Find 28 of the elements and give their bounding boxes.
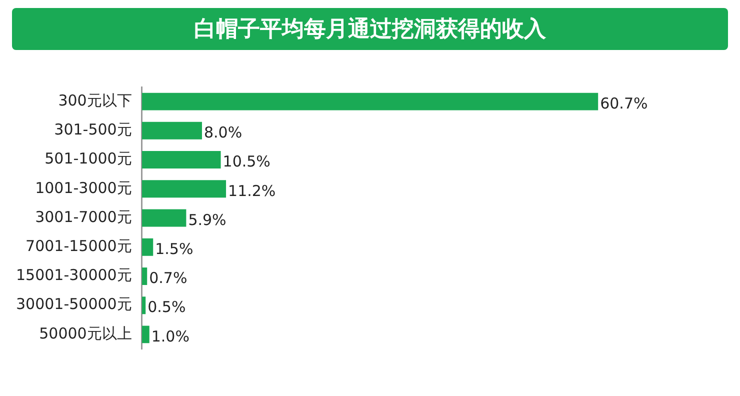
data-label: 5.9% <box>188 210 226 229</box>
data-label: 8.0% <box>204 124 242 142</box>
data-label: 1.0% <box>151 327 190 346</box>
y-tick-label: 3001-7000元 <box>35 208 132 226</box>
data-label: 0.7% <box>149 269 188 288</box>
y-tick-label: 7001-15000元 <box>26 237 132 255</box>
bar <box>142 122 202 140</box>
y-tick-label: 501-1000元 <box>44 150 132 168</box>
bar <box>142 296 146 314</box>
y-tick-label: 50000元以上 <box>39 324 132 342</box>
bar <box>142 151 221 169</box>
data-label: 10.5% <box>222 152 270 171</box>
bar <box>142 326 150 344</box>
chart-title: 白帽子平均每月通过挖洞获得的收入 <box>194 16 546 44</box>
data-label: 11.2% <box>228 182 276 200</box>
bar <box>142 209 186 227</box>
data-label: 0.5% <box>148 298 186 316</box>
y-tick-label: 1001-3000元 <box>35 178 132 197</box>
y-tick-label: 300元以下 <box>58 91 132 110</box>
bar <box>142 238 154 256</box>
y-tick-label: 15001-30000元 <box>16 266 132 284</box>
bar <box>142 92 598 110</box>
y-tick-label: 30001-50000元 <box>16 295 132 314</box>
bar <box>142 180 226 198</box>
bar <box>142 267 148 285</box>
data-label: 60.7% <box>600 94 648 112</box>
y-tick-label: 301-500元 <box>54 120 132 139</box>
data-label: 1.5% <box>155 240 194 258</box>
